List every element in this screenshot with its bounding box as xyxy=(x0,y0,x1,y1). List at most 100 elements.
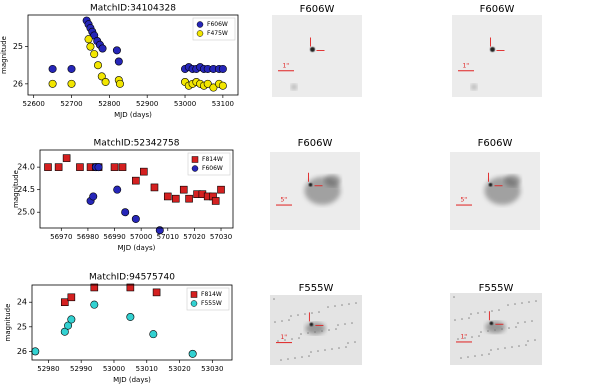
noise xyxy=(280,359,282,361)
noise xyxy=(498,309,500,311)
noise xyxy=(347,342,349,344)
image xyxy=(450,152,540,230)
data-point xyxy=(98,44,107,53)
data-point xyxy=(64,321,73,330)
noise xyxy=(484,311,486,313)
noise xyxy=(304,313,306,315)
x-tick-label: 52990 xyxy=(70,365,92,373)
noise xyxy=(525,344,527,346)
image-background xyxy=(452,15,542,97)
data-point xyxy=(101,77,110,86)
legend-label: F475W xyxy=(207,30,228,37)
legend-box xyxy=(187,152,231,176)
galaxy xyxy=(324,174,341,187)
data-point xyxy=(131,214,140,223)
data-point xyxy=(112,46,121,55)
noise xyxy=(514,303,516,305)
y-tick-label: 24.0 xyxy=(17,163,35,172)
plot-frame xyxy=(27,14,239,96)
data-point xyxy=(163,192,172,201)
legend-marker xyxy=(196,21,204,28)
source xyxy=(291,84,297,90)
data-point xyxy=(179,185,188,194)
image xyxy=(452,15,542,97)
scale-label: 5'' xyxy=(460,197,467,204)
y-tick-label: 25 xyxy=(13,42,23,51)
x-tick-label: 53000 xyxy=(103,365,125,373)
legend-marker xyxy=(190,300,198,307)
noise xyxy=(311,312,313,314)
legend-label: F814W xyxy=(202,156,223,163)
y-tick-label: 24 xyxy=(17,298,27,307)
legend-marker xyxy=(190,291,198,298)
noise xyxy=(298,337,300,339)
source xyxy=(309,322,314,327)
noise xyxy=(331,348,333,350)
noise xyxy=(535,300,537,302)
x-axis-label: MJD (days) xyxy=(113,376,151,384)
x-tick-label: 52800 xyxy=(98,100,120,108)
y-axis-label: magnitude xyxy=(0,36,8,74)
noise xyxy=(334,305,336,307)
x-axis-label: MJD (days) xyxy=(118,244,156,252)
noise xyxy=(467,356,469,358)
noise xyxy=(528,301,530,303)
source xyxy=(490,46,495,52)
data-point xyxy=(90,300,99,309)
x-tick-label: 57000 xyxy=(130,233,152,241)
data-point xyxy=(149,330,158,339)
legend-marker xyxy=(191,165,199,172)
panel-title: F606W xyxy=(300,4,335,15)
noise xyxy=(310,351,312,353)
data-point xyxy=(115,79,124,88)
noise xyxy=(527,340,529,342)
noise xyxy=(318,311,320,313)
chart-title: MatchID:34104328 xyxy=(90,4,176,14)
legend-label: F606W xyxy=(207,21,228,28)
data-point xyxy=(97,72,106,81)
data-point xyxy=(60,327,69,336)
data-point xyxy=(89,192,98,201)
panel-title: F606W xyxy=(478,138,513,149)
noise xyxy=(504,347,506,349)
x-tick-label: 52600 xyxy=(23,100,45,108)
data-point xyxy=(203,79,212,88)
scale-label: 1'' xyxy=(460,333,467,340)
y-tick-label: 26 xyxy=(17,347,27,356)
noise xyxy=(471,336,473,338)
data-point xyxy=(113,185,122,194)
x-tick-label: 52980 xyxy=(37,365,59,373)
noise xyxy=(534,339,536,341)
data-point xyxy=(48,79,57,88)
noise xyxy=(324,349,326,351)
noise xyxy=(317,350,319,352)
noise xyxy=(511,346,513,348)
data-point xyxy=(140,167,148,176)
noise xyxy=(454,319,456,321)
y-tick-label: 26 xyxy=(13,79,23,88)
legend-label: F814W xyxy=(201,291,222,298)
noise xyxy=(327,306,329,308)
noise xyxy=(474,355,476,357)
data-point xyxy=(218,81,227,90)
image xyxy=(450,293,542,365)
scale-label: 1'' xyxy=(282,62,289,69)
noise xyxy=(515,326,517,328)
data-point xyxy=(188,349,197,358)
data-point xyxy=(67,64,76,73)
noise xyxy=(281,320,283,322)
x-tick-label: 56990 xyxy=(103,233,125,241)
legend-box xyxy=(186,287,230,311)
data-point xyxy=(60,298,69,307)
x-tick-label: 57030 xyxy=(210,233,232,241)
legend-marker xyxy=(191,156,199,163)
noise xyxy=(290,315,292,317)
noise xyxy=(351,322,353,324)
x-tick-label: 53010 xyxy=(136,365,158,373)
panel-title: F606W xyxy=(480,4,515,15)
noise xyxy=(291,338,293,340)
source xyxy=(489,321,494,326)
noise xyxy=(335,328,337,330)
x-tick-label: 56980 xyxy=(77,233,99,241)
